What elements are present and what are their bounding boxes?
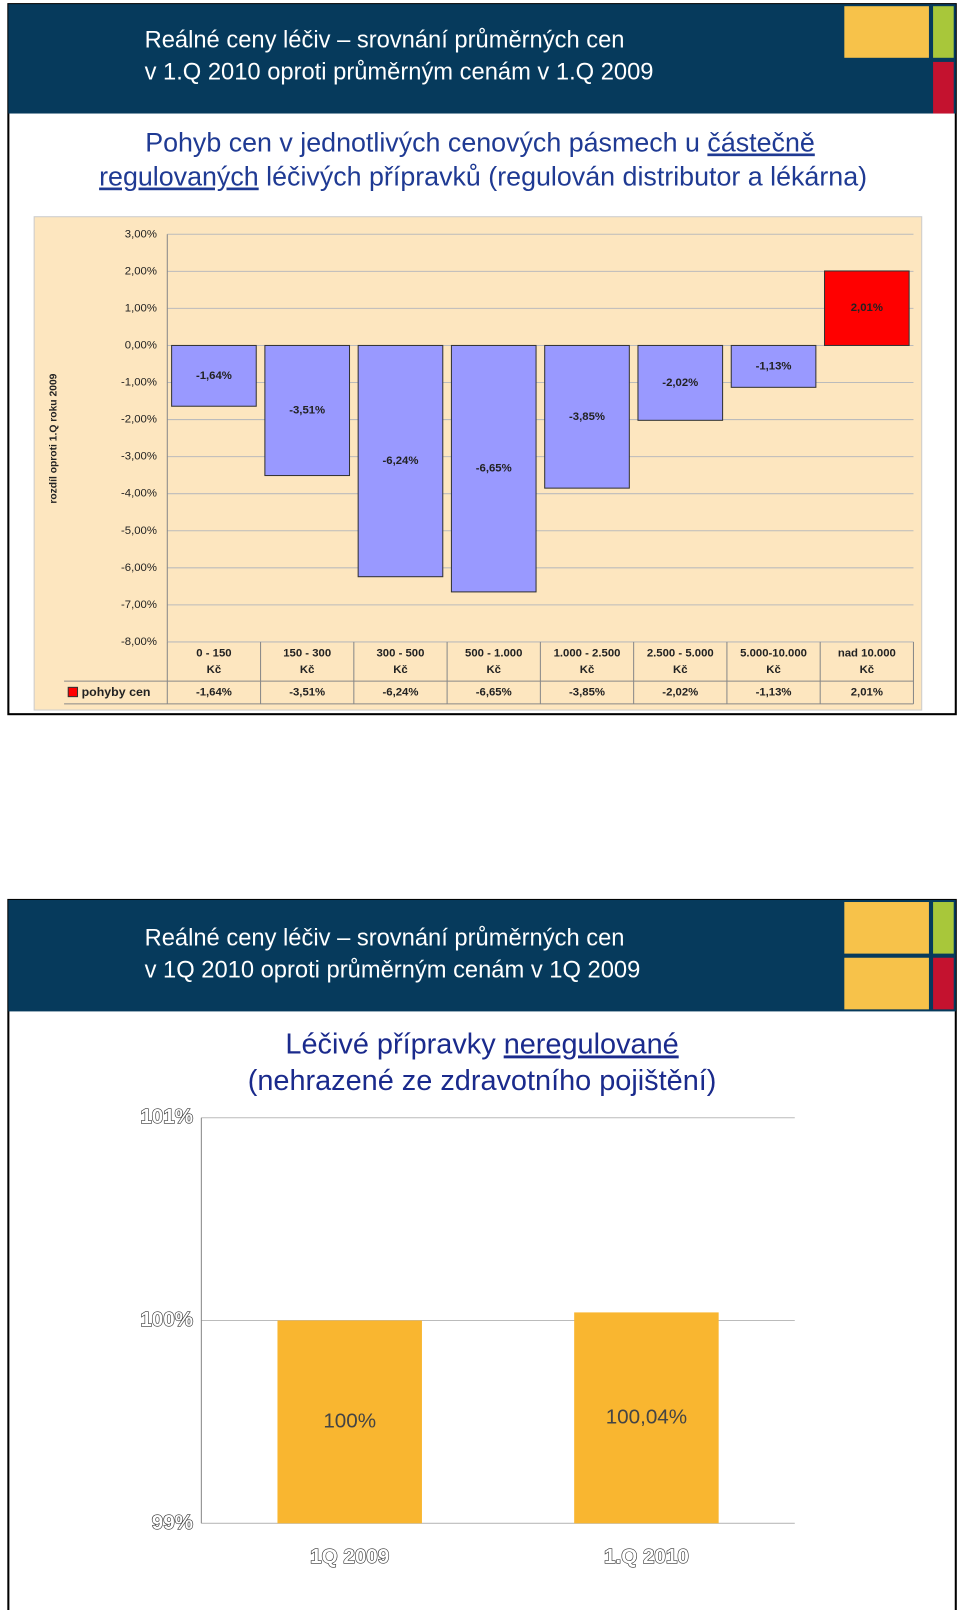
- data-label: -6,24%: [382, 455, 418, 467]
- bar: [264, 344, 351, 477]
- table-cell: -3,85%: [569, 687, 605, 699]
- header-line: Reálné ceny léčiv – srovnání průměrných …: [145, 28, 625, 54]
- title-part: Léčivé přípravky: [285, 1028, 503, 1060]
- table-cell: -1,13%: [756, 687, 792, 699]
- y-tick-label: 100%: [140, 1308, 193, 1331]
- x-tick-label: Kč: [580, 664, 595, 676]
- y-tick-label: -6,00%: [121, 562, 157, 574]
- deco: [933, 6, 954, 58]
- data-label: -3,85%: [569, 411, 605, 423]
- bar: [450, 344, 537, 593]
- deco: [844, 6, 929, 58]
- data-label: -6,65%: [476, 463, 512, 475]
- y-axis-label: rozdíl oproti 1.Q roku 2009: [48, 373, 59, 503]
- y-tick-label: 101%: [140, 1105, 193, 1128]
- table-cell: -6,24%: [382, 687, 418, 699]
- y-tick-label: -8,00%: [121, 636, 157, 648]
- header-line: Reálné ceny léčiv – srovnání průměrných …: [145, 925, 625, 951]
- data-label: 100,04%: [606, 1405, 687, 1428]
- x-tick-label: Kč: [860, 664, 875, 676]
- header-band: [8, 899, 956, 1012]
- x-tick-label: 1.Q 2010: [604, 1545, 689, 1568]
- table-cell: -6,65%: [476, 687, 512, 699]
- bar: [357, 344, 444, 578]
- data-label: -1,64%: [196, 370, 232, 382]
- x-tick-label: 0 - 150: [196, 647, 231, 659]
- y-tick-label: -4,00%: [121, 488, 157, 500]
- x-tick-label: Kč: [486, 664, 501, 676]
- table-cell: -1,64%: [196, 687, 232, 699]
- legend-key: [67, 686, 79, 698]
- y-tick-label: -3,00%: [121, 451, 157, 463]
- x-tick-label: Kč: [300, 664, 315, 676]
- y-tick-label: 99%: [152, 1511, 193, 1534]
- x-tick-label: 2.500 - 5.000: [647, 647, 714, 659]
- x-tick-label: nad 10.000: [838, 647, 896, 659]
- bar: [574, 1312, 719, 1524]
- bar: [277, 1320, 422, 1524]
- bar: [730, 344, 817, 388]
- deco: [844, 902, 929, 954]
- slide-title: (nehrazené ze zdravotního pojištění): [248, 1065, 717, 1097]
- x-tick-label: Kč: [766, 664, 781, 676]
- bar: [544, 344, 630, 489]
- x-tick-label: 5.000-10.000: [740, 647, 807, 659]
- data-label: -3,51%: [289, 404, 325, 416]
- data-label: 100%: [323, 1409, 376, 1432]
- x-tick-label: Kč: [673, 664, 688, 676]
- y-tick-label: -5,00%: [121, 525, 157, 537]
- deco: [933, 902, 954, 954]
- deco: [933, 957, 954, 1010]
- data-label: 2,01%: [851, 302, 883, 314]
- y-tick-label: 0,00%: [125, 339, 157, 351]
- deco: [933, 61, 954, 114]
- x-tick-label: 150 - 300: [283, 647, 331, 659]
- y-tick-label: -2,00%: [121, 414, 157, 426]
- x-tick-label: Kč: [207, 664, 222, 676]
- title-part: regulovaných: [99, 162, 259, 192]
- x-tick-label: Kč: [393, 664, 408, 676]
- y-tick-label: 1,00%: [125, 302, 157, 314]
- legend-label: pohyby cen: [82, 685, 151, 699]
- x-tick-label: 1.000 - 2.500: [554, 647, 621, 659]
- x-tick-label: 500 - 1.000: [465, 647, 522, 659]
- bar: [171, 344, 257, 407]
- table-cell: -3,51%: [289, 687, 325, 699]
- title-part: neregulované: [504, 1028, 679, 1060]
- header-line: v 1.Q 2010 oproti průměrným cenám v 1.Q …: [145, 60, 654, 86]
- slide-title: regulovaných léčivých přípravků (regulov…: [99, 162, 867, 192]
- deco: [844, 957, 929, 1010]
- data-label: -2,02%: [662, 377, 698, 389]
- slide-frame: [7, 898, 957, 1610]
- title-part: léčivých přípravků (regulován distributo…: [259, 162, 867, 192]
- y-tick-label: 2,00%: [125, 265, 157, 277]
- data-label: -1,13%: [756, 360, 792, 372]
- title-part: částečně: [707, 128, 814, 158]
- y-tick-label: 3,00%: [125, 228, 157, 240]
- table-cell: 2,01%: [851, 687, 883, 699]
- header-band: [8, 4, 956, 114]
- table-cell: -2,02%: [662, 687, 698, 699]
- slide-title: Léčivé přípravky neregulované: [285, 1028, 678, 1060]
- y-tick-label: -1,00%: [121, 377, 157, 389]
- bar: [637, 344, 724, 421]
- x-tick-label: 1Q 2009: [310, 1545, 389, 1568]
- title-part: Pohyb cen v jednotlivých cenových pásmec…: [145, 128, 707, 158]
- header-line: v 1Q 2010 oproti průměrným cenám v 1Q 20…: [145, 957, 641, 983]
- x-tick-label: 300 - 500: [376, 647, 424, 659]
- y-tick-label: -7,00%: [121, 599, 157, 611]
- bar: [823, 270, 910, 346]
- slide-title: Pohyb cen v jednotlivých cenových pásmec…: [145, 128, 815, 158]
